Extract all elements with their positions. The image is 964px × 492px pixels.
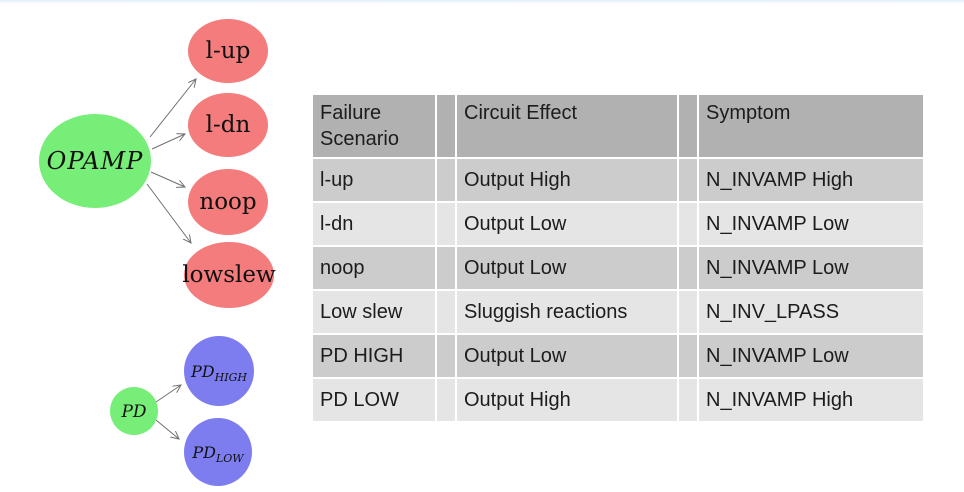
pd-circle <box>110 387 158 435</box>
table-row: Low slew Sluggish reactions N_INV_LPASS <box>313 291 923 333</box>
node-pd-low: PDLOW <box>184 418 252 486</box>
table-header-row: Failure Scenario Circuit Effect Symptom <box>313 95 923 157</box>
node-lup: l-up <box>188 19 268 83</box>
scenario-cell: noop <box>313 247 435 289</box>
node-ldn: l-dn <box>188 93 268 157</box>
spacer-cell <box>679 95 697 157</box>
edge-pd-high <box>155 385 181 403</box>
scenario-cell: PD HIGH <box>313 335 435 377</box>
edge-opamp-lup <box>149 79 196 138</box>
noop-label: noop <box>199 189 256 215</box>
node-pd: PD <box>110 387 158 435</box>
spacer-cell <box>437 291 455 333</box>
spacer-cell <box>437 379 455 421</box>
header-symptom: Symptom <box>699 95 923 157</box>
spacer-cell <box>679 203 697 245</box>
effect-cell: Output High <box>457 159 677 201</box>
lowslew-label: lowslew <box>182 262 276 288</box>
pd-low-label: PDLOW <box>191 443 245 465</box>
opamp-ellipse <box>39 114 151 208</box>
spacer-cell <box>679 379 697 421</box>
lup-label: l-up <box>206 38 251 64</box>
edge-opamp-noop <box>150 171 185 187</box>
spacer-cell <box>679 247 697 289</box>
fault-symptom-table: Failure Scenario Circuit Effect Symptom … <box>311 93 925 423</box>
effect-cell: Output Low <box>457 247 677 289</box>
effect-cell: Sluggish reactions <box>457 291 677 333</box>
table-row: noop Output Low N_INVAMP Low <box>313 247 923 289</box>
scenario-cell: PD LOW <box>313 379 435 421</box>
header-failure-scenario: Failure Scenario <box>313 95 435 157</box>
symptom-cell: N_INVAMP High <box>699 379 923 421</box>
node-opamp: OPAMP <box>39 114 151 208</box>
effect-cell: Output High <box>457 379 677 421</box>
pd-high-label: PDHIGH <box>190 362 247 384</box>
edge-pd-low <box>155 419 179 439</box>
spacer-cell <box>437 247 455 289</box>
ldn-ellipse <box>188 93 268 157</box>
symptom-cell: N_INVAMP Low <box>699 203 923 245</box>
table-row: l-dn Output Low N_INVAMP Low <box>313 203 923 245</box>
pd-label: PD <box>120 402 146 422</box>
node-pd-high: PDHIGH <box>184 336 254 406</box>
spacer-cell <box>437 95 455 157</box>
lup-ellipse <box>188 19 268 83</box>
scenario-cell: l-dn <box>313 203 435 245</box>
symptom-cell: N_INV_LPASS <box>699 291 923 333</box>
noop-ellipse <box>188 169 268 235</box>
opamp-label: OPAMP <box>47 147 144 175</box>
table-row: l-up Output High N_INVAMP High <box>313 159 923 201</box>
pd-high-circle <box>184 336 254 406</box>
spacer-cell <box>679 291 697 333</box>
ldn-label: l-dn <box>206 112 251 138</box>
scenario-cell: l-up <box>313 159 435 201</box>
effect-cell: Output Low <box>457 203 677 245</box>
scenario-cell: Low slew <box>313 291 435 333</box>
edge-opamp-lowslew <box>146 183 191 243</box>
symptom-cell: N_INVAMP High <box>699 159 923 201</box>
pd-low-circle <box>184 418 252 486</box>
spacer-cell <box>679 159 697 201</box>
spacer-cell <box>679 335 697 377</box>
symptom-cell: N_INVAMP Low <box>699 247 923 289</box>
edge-opamp-ldn <box>151 134 185 150</box>
header-circuit-effect: Circuit Effect <box>457 95 677 157</box>
effect-cell: Output Low <box>457 335 677 377</box>
table-row: PD LOW Output High N_INVAMP High <box>313 379 923 421</box>
node-lowslew: lowslew <box>182 242 276 308</box>
top-edge-strip <box>0 0 964 4</box>
symptom-cell: N_INVAMP Low <box>699 335 923 377</box>
node-noop: noop <box>188 169 268 235</box>
table-row: PD HIGH Output Low N_INVAMP Low <box>313 335 923 377</box>
spacer-cell <box>437 203 455 245</box>
spacer-cell <box>437 159 455 201</box>
fault-diagram: OPAMP l-up l-dn noop lowslew PD PDH <box>39 19 276 486</box>
lowslew-ellipse <box>184 242 274 308</box>
spacer-cell <box>437 335 455 377</box>
